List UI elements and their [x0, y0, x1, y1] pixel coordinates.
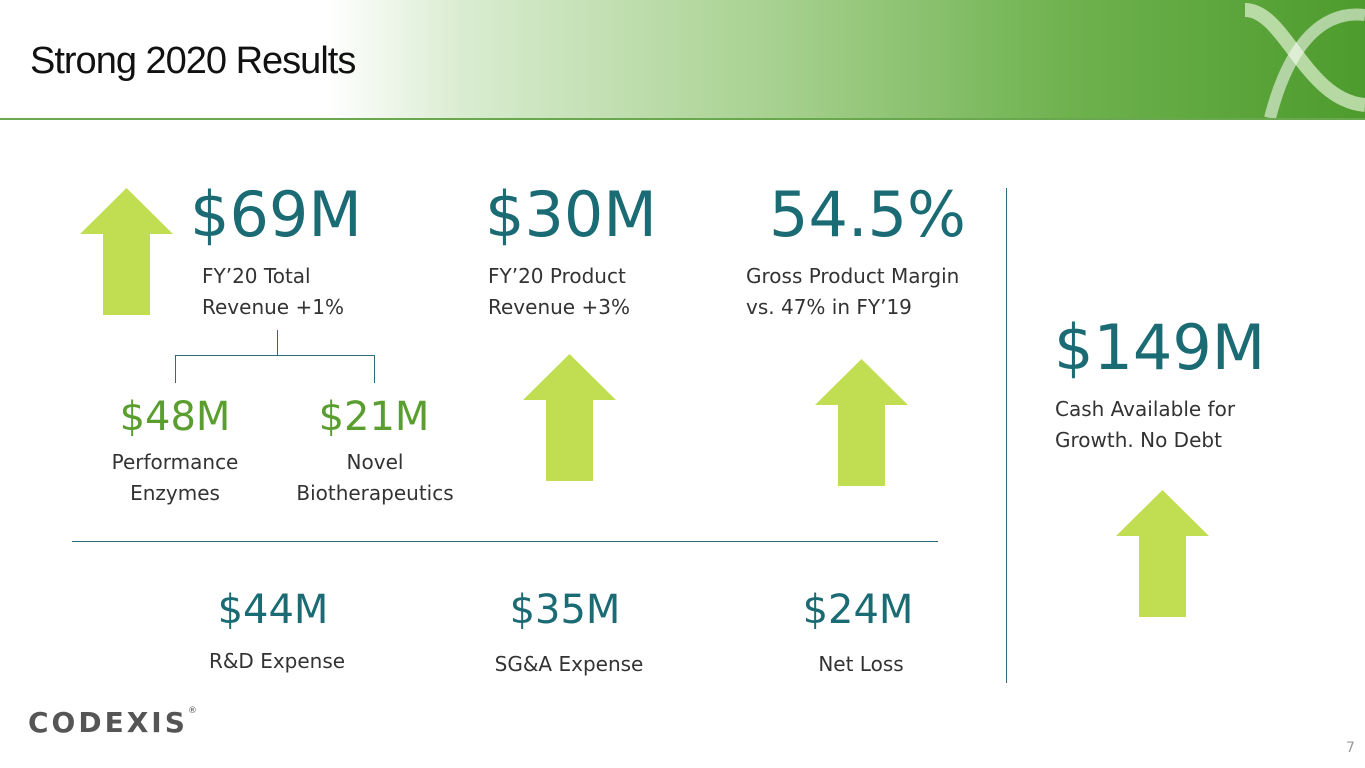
bracket-bar [175, 355, 375, 356]
sga-expense-value: $35M [509, 587, 621, 633]
product-revenue-value: $30M [485, 178, 657, 251]
logo-text: CODEXIS [28, 706, 188, 739]
up-arrow-icon [80, 188, 173, 315]
vertical-divider [1006, 188, 1007, 683]
cash-label: Cash Available for Growth. No Debt [1055, 394, 1235, 456]
net-loss-label: Net Loss [818, 652, 904, 676]
product-revenue-label-line2: Revenue +3% [488, 295, 630, 319]
performance-enzymes-label-line1: Performance [111, 450, 239, 474]
gross-margin-label-line2: vs. 47% in FY’19 [746, 295, 912, 319]
bracket-right-leg [374, 355, 375, 383]
performance-enzymes-label-line2: Enzymes [130, 481, 220, 505]
horizontal-divider [72, 541, 938, 542]
rd-expense-label: R&D Expense [208, 649, 346, 673]
total-revenue-value: $69M [190, 178, 362, 251]
page-title: Strong 2020 Results [30, 40, 356, 82]
bracket-stem [277, 330, 278, 355]
bracket-left-leg [175, 355, 176, 383]
performance-enzymes-value: $48M [119, 394, 231, 440]
up-arrow-icon [1116, 490, 1209, 617]
product-revenue-label: FY’20 Product Revenue +3% [488, 261, 630, 323]
codexis-logo: CODEXIS® [28, 706, 197, 739]
page-number: 7 [1346, 740, 1355, 756]
gross-margin-label: Gross Product Margin vs. 47% in FY’19 [746, 261, 959, 323]
novel-biotherapeutics-label-line2: Biotherapeutics [296, 481, 454, 505]
rd-expense-value: $44M [217, 587, 329, 633]
up-arrow-icon [523, 354, 616, 481]
novel-biotherapeutics-value: $21M [318, 394, 430, 440]
total-revenue-label-line2: Revenue +1% [202, 295, 344, 319]
novel-biotherapeutics-label: Novel Biotherapeutics [280, 447, 470, 509]
novel-biotherapeutics-label-line1: Novel [346, 450, 404, 474]
cash-label-line1: Cash Available for [1055, 397, 1236, 421]
product-revenue-label-line1: FY’20 Product [488, 264, 626, 288]
header-banner [0, 0, 1365, 118]
cash-value: $149M [1054, 311, 1266, 384]
total-revenue-label: FY’20 Total Revenue +1% [202, 261, 344, 323]
performance-enzymes-label: Performance Enzymes [95, 447, 255, 509]
net-loss-value: $24M [802, 587, 914, 633]
gross-margin-value: 54.5% [769, 178, 966, 251]
cash-label-line2: Growth. No Debt [1055, 428, 1222, 452]
gross-margin-label-line1: Gross Product Margin [746, 264, 960, 288]
header-rule [0, 118, 1365, 120]
header-swoosh-icon [1245, 3, 1365, 118]
total-revenue-label-line1: FY’20 Total [202, 264, 311, 288]
up-arrow-icon [815, 359, 908, 486]
sga-expense-label: SG&A Expense [494, 652, 644, 676]
registered-mark: ® [187, 706, 197, 716]
